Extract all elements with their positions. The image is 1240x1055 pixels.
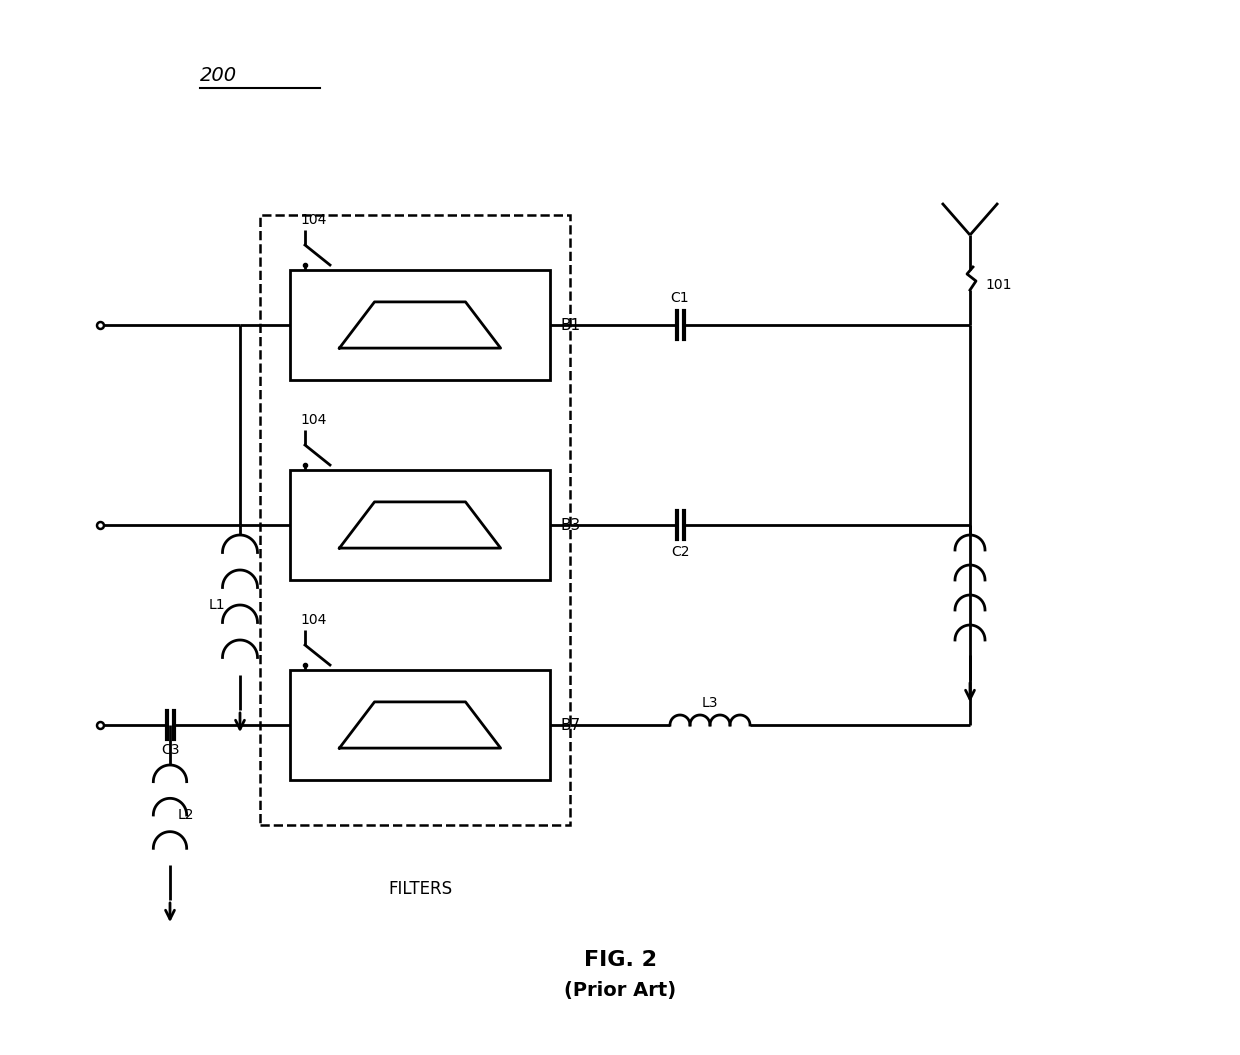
Text: 200: 200 bbox=[200, 66, 237, 85]
Text: L3: L3 bbox=[702, 696, 718, 710]
Text: L2: L2 bbox=[179, 808, 195, 822]
Bar bbox=[290, 670, 551, 780]
Text: 104: 104 bbox=[300, 413, 326, 427]
Text: 104: 104 bbox=[300, 213, 326, 227]
Text: L1: L1 bbox=[208, 598, 224, 612]
Text: 104: 104 bbox=[300, 613, 326, 627]
Text: C3: C3 bbox=[161, 743, 180, 757]
Text: FILTERS: FILTERS bbox=[388, 880, 453, 898]
Text: 101: 101 bbox=[985, 279, 1012, 292]
Text: C2: C2 bbox=[671, 545, 689, 559]
Bar bbox=[290, 270, 551, 380]
Text: FIG. 2: FIG. 2 bbox=[584, 950, 656, 970]
Bar bbox=[260, 215, 570, 825]
Text: B3: B3 bbox=[560, 518, 580, 533]
Bar bbox=[290, 469, 551, 580]
Text: B1: B1 bbox=[560, 318, 580, 332]
Text: (Prior Art): (Prior Art) bbox=[564, 981, 676, 1000]
Text: B7: B7 bbox=[560, 717, 580, 732]
Text: C1: C1 bbox=[671, 291, 689, 305]
